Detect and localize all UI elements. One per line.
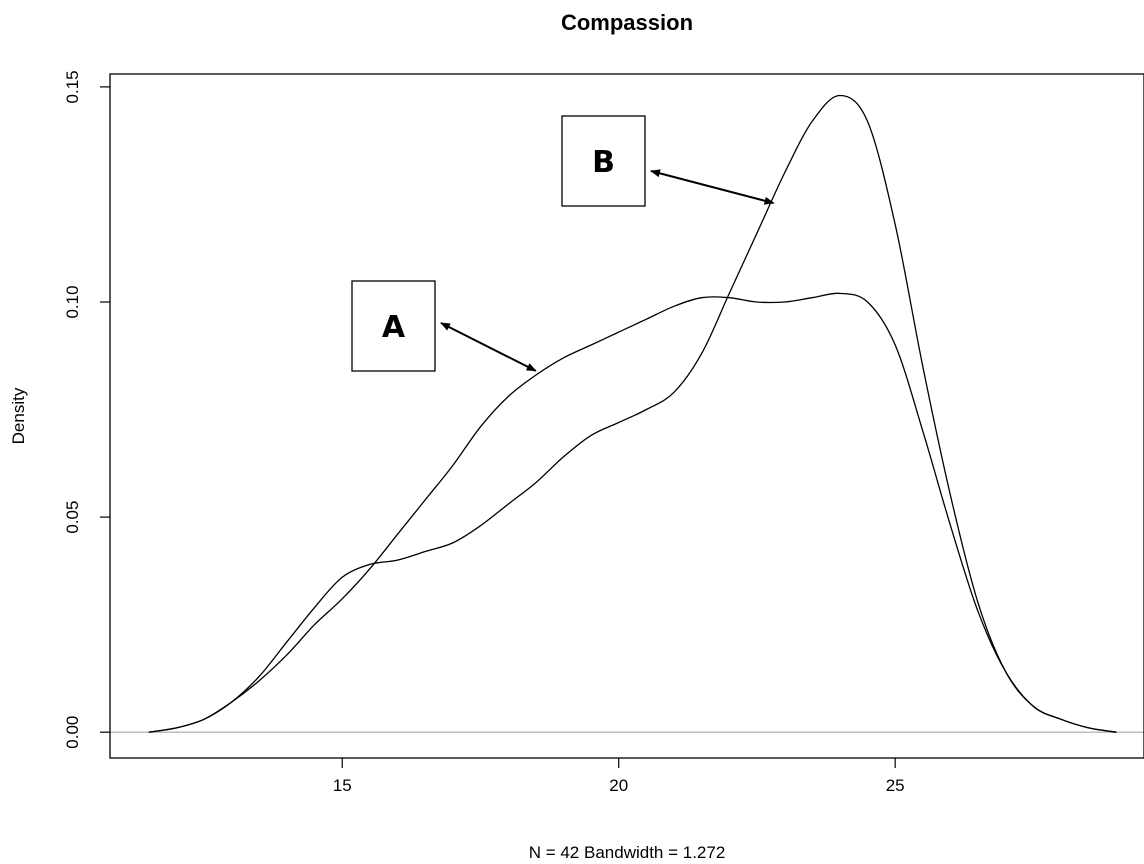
annotation-box-b [561,115,646,207]
annotation-label-b: B [592,145,615,180]
x-tick-label: 15 [333,776,352,795]
annotation-arrow-b [650,169,775,205]
annotation-label-a: A [382,310,406,345]
x-axis-label: N = 42 Bandwidth = 1.272 [529,843,726,862]
density-curves [148,94,1117,733]
chart-title: Compassion [561,10,693,35]
x-tick-label: 25 [886,776,905,795]
x-tick-label: 20 [609,776,628,795]
annotations: AB [351,115,775,372]
y-tick-label: 0.05 [63,501,82,534]
density-curve-1 [148,94,1117,733]
y-tick-label: 0.00 [63,716,82,749]
x-axis-ticks: 15 20 25 [333,758,905,795]
y-axis-ticks: 0.00 0.05 0.10 0.15 [63,70,110,749]
plot-frame [109,73,1144,759]
density-curve-2 [148,292,1117,733]
y-axis-label: Density [9,387,28,444]
y-tick-label: 0.15 [63,70,82,103]
annotation-arrow-a [440,322,537,372]
annotation-box-a [351,280,436,372]
y-tick-label: 0.10 [63,285,82,318]
